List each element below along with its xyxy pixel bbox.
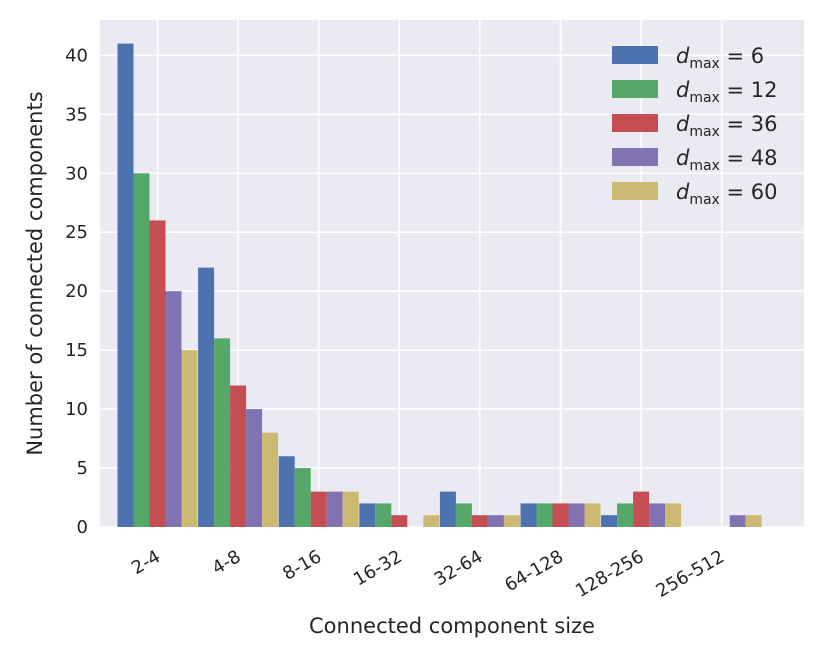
bar: [117, 43, 134, 528]
bar: [536, 503, 553, 527]
bar: [246, 409, 263, 527]
bar: [601, 515, 618, 527]
y-tick-label: 5: [77, 458, 88, 479]
x-tick-label: 128-256: [572, 546, 648, 602]
legend-swatch: [612, 182, 658, 200]
y-tick-label: 40: [65, 45, 88, 66]
bar: [584, 503, 601, 527]
legend-entry: dmax = 12: [676, 78, 778, 106]
bar: [455, 503, 472, 527]
legend-swatch: [612, 80, 658, 98]
bar: [520, 503, 537, 527]
bar: [729, 515, 746, 527]
y-axis-label: Number of connected components: [23, 91, 47, 455]
bar: [375, 503, 392, 527]
bar: [633, 491, 650, 527]
bar: [665, 503, 682, 527]
bar: [423, 515, 440, 527]
y-tick-label: 30: [65, 163, 88, 184]
y-tick-label: 15: [65, 340, 88, 361]
y-axis-ticks: 0 5 10 15 20 25 30 35 40: [65, 45, 88, 538]
legend-entry: dmax = 48: [676, 146, 778, 174]
legend-entry: dmax = 6: [676, 44, 764, 72]
y-tick-label: 20: [65, 281, 88, 302]
bar: [487, 515, 504, 527]
legend-swatch: [612, 148, 658, 166]
y-tick-label: 0: [77, 517, 88, 538]
bar: [359, 503, 376, 527]
x-axis-ticks: 2-4 4-8 8-16 16-32 32-64 64-128 128-256 256-512: [128, 546, 728, 602]
legend-entry: dmax = 36: [676, 112, 778, 140]
x-tick-label: 32-64: [431, 546, 487, 590]
bars: [117, 43, 762, 528]
bar: [342, 491, 359, 527]
legend: dmax = 6 dmax = 12 dmax = 36 dmax = 48 dmax …: [612, 44, 778, 208]
bar: [617, 503, 634, 527]
bar: [294, 468, 311, 527]
bar: [165, 291, 182, 527]
bar: [745, 515, 762, 527]
bar: [181, 350, 198, 527]
x-tick-label: 16-32: [350, 546, 406, 590]
bar: [149, 220, 166, 527]
legend-entry: dmax = 60: [676, 180, 778, 208]
y-tick-label: 10: [65, 399, 88, 420]
bar: [310, 491, 327, 527]
bar: [471, 515, 488, 527]
x-tick-label: 8-16: [279, 546, 325, 585]
bar: [552, 503, 569, 527]
bar: [439, 491, 456, 527]
bar: [326, 491, 343, 527]
legend-swatch: [612, 114, 658, 132]
x-tick-label: 4-8: [209, 546, 245, 579]
bar: [278, 456, 295, 527]
bar: [649, 503, 666, 527]
x-tick-label: 2-4: [128, 546, 164, 579]
bar: [568, 503, 585, 527]
legend-swatch: [612, 46, 658, 64]
x-tick-label: 256-512: [653, 546, 729, 602]
x-tick-label: 64-128: [501, 546, 567, 596]
bar: [214, 338, 231, 527]
bar: [503, 515, 520, 527]
bar: [133, 173, 150, 528]
bar: [391, 515, 408, 527]
y-tick-label: 35: [65, 104, 88, 125]
bar: [262, 432, 279, 527]
x-axis-label: Connected component size: [309, 614, 595, 638]
y-tick-label: 25: [65, 222, 88, 243]
bar: [198, 267, 215, 527]
bar: [230, 385, 247, 527]
